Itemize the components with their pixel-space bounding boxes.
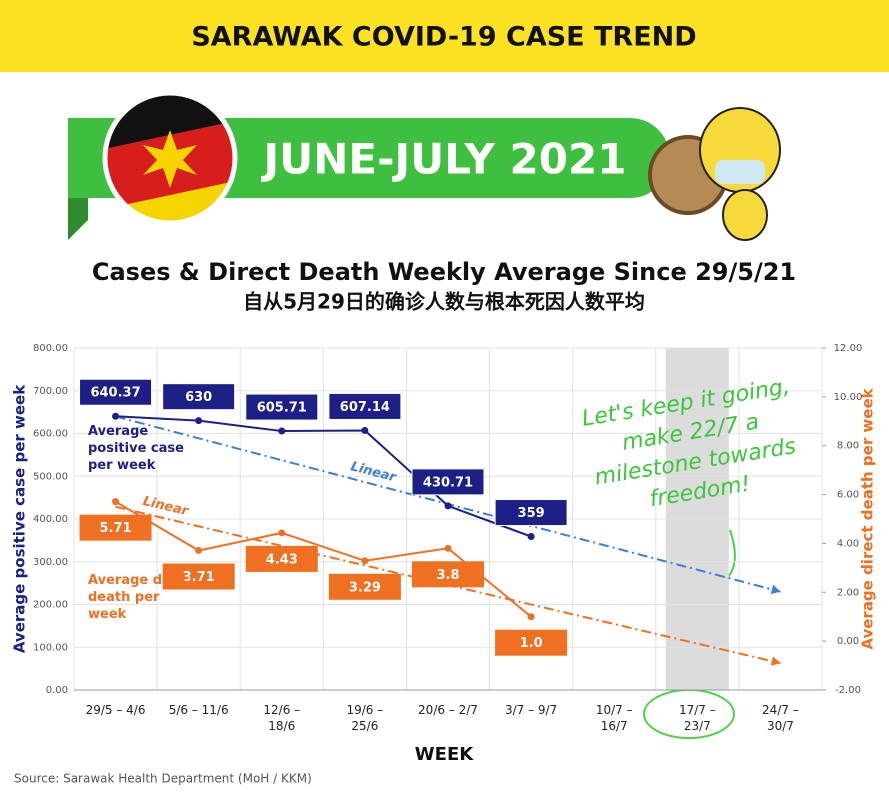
- data-label-box: [411, 468, 485, 496]
- data-label-text: 3.8: [436, 568, 459, 583]
- y2-tick-label: 2.00: [837, 587, 859, 598]
- x-tick-label: 3/7 – 9/7: [504, 703, 558, 717]
- data-label: 4.43: [245, 545, 318, 572]
- data-label-box: [494, 499, 568, 527]
- series-label: Average positive case per week: [88, 424, 184, 473]
- y-axis-label: Average positive case per week: [11, 384, 29, 653]
- data-label-box: [162, 383, 236, 411]
- data-label-box: [79, 514, 152, 541]
- data-label: 3.8: [412, 561, 484, 588]
- data-label-box: [245, 545, 318, 572]
- x-tick-label: 17/7 – 23/7: [678, 703, 716, 733]
- banner-fold: [68, 198, 88, 240]
- point: [112, 412, 120, 420]
- x-tick-label: 5/6 – 11/6: [168, 703, 229, 717]
- y-tick-label: 100.00: [33, 642, 68, 653]
- y-tick-label: 0.00: [46, 685, 68, 696]
- data-label-text: 640.37: [90, 386, 140, 401]
- series-line: [115, 415, 532, 538]
- x-tick-label: 20/6 – 2/7: [418, 703, 478, 717]
- data-label-text: 630: [185, 390, 212, 405]
- data-label: 3.29: [328, 573, 401, 600]
- data-label: 640.37: [79, 378, 153, 406]
- data-label: 3.71: [162, 563, 235, 590]
- y2-tick-label: -2.00: [835, 685, 861, 696]
- y2-tick-label: 0.00: [837, 636, 859, 647]
- y2-tick-label: 4.00: [837, 538, 859, 549]
- data-label: 630: [162, 383, 236, 411]
- data-label: 1.0: [495, 629, 568, 656]
- point: [195, 417, 203, 425]
- x-tick-label: 24/7 – 30/7: [762, 703, 799, 733]
- y-tick-label: 600.00: [33, 429, 68, 440]
- data-label-box: [328, 573, 401, 600]
- point: [112, 498, 120, 506]
- y-tick-label: 700.00: [33, 386, 68, 397]
- data-label-box: [328, 392, 402, 420]
- x-tick-label: 10/7 – 16/7: [595, 703, 633, 733]
- point: [361, 557, 369, 565]
- trend-arrow: [770, 656, 781, 666]
- data-label-text: 430.71: [423, 475, 473, 490]
- y-tick-label: 800.00: [33, 343, 68, 354]
- x-tick-label: 12/6 – 18/6: [263, 703, 301, 733]
- chart-subtitle: 自从5月29日的确诊人数与根本死因人数平均: [243, 290, 645, 314]
- point: [361, 426, 369, 434]
- data-label-box: [495, 629, 568, 656]
- point: [278, 427, 286, 435]
- y2-tick-label: 6.00: [837, 490, 859, 501]
- header-title: SARAWAK COVID-19 CASE TREND: [191, 22, 696, 53]
- y-tick-label: 200.00: [33, 600, 68, 611]
- y2-tick-label: 8.00: [837, 441, 859, 452]
- point: [527, 533, 535, 541]
- y2-tick-label: 12.00: [834, 343, 863, 354]
- y-tick-label: 300.00: [33, 557, 68, 568]
- source: Source: Sarawak Health Department (MoH /…: [14, 772, 312, 786]
- point: [278, 529, 286, 537]
- x-tick-label: 29/5 – 4/6: [85, 703, 146, 717]
- y-tick-label: 400.00: [33, 514, 68, 525]
- data-label-box: [162, 563, 235, 590]
- data-label-text: 4.43: [266, 552, 298, 567]
- series-label: Average direct death per week: [88, 573, 196, 622]
- data-label-text: 1.0: [520, 636, 543, 651]
- series-line: [115, 500, 532, 618]
- flag: [102, 90, 238, 226]
- data-label-text: 5.71: [100, 521, 132, 536]
- y2-axis-label: Average direct death per week: [859, 387, 877, 649]
- data-label-text: 605.71: [257, 401, 307, 416]
- data-label-text: 3.71: [183, 570, 215, 585]
- point: [527, 613, 535, 621]
- chart-title: Cases & Direct Death Weekly Average Sinc…: [92, 258, 796, 286]
- data-label-box: [79, 378, 153, 406]
- data-label: 607.14: [328, 392, 402, 420]
- data-label: 359: [494, 499, 568, 527]
- data-label: 5.71: [79, 514, 152, 541]
- data-label-box: [412, 561, 484, 588]
- point: [195, 547, 203, 555]
- data-label-text: 359: [518, 506, 545, 521]
- data-label: 430.71: [411, 468, 485, 496]
- point: [444, 544, 452, 552]
- trend-arrow: [770, 584, 781, 595]
- data-label-text: 607.14: [340, 400, 390, 415]
- banner-text: JUNE-JULY 2021: [261, 135, 627, 184]
- point: [444, 502, 452, 510]
- data-label-text: 3.29: [349, 580, 381, 595]
- mascot: [648, 107, 781, 241]
- data-label: 605.71: [245, 393, 319, 421]
- x-tick-label: 19/6 – 25/6: [346, 703, 384, 733]
- trend-label: Linear: [349, 459, 399, 486]
- data-label-box: [245, 393, 319, 421]
- y-tick-label: 500.00: [33, 471, 68, 482]
- x-axis-label: WEEK: [415, 744, 474, 765]
- header-bar: [0, 0, 889, 72]
- y2-tick-label: 10.00: [834, 392, 863, 403]
